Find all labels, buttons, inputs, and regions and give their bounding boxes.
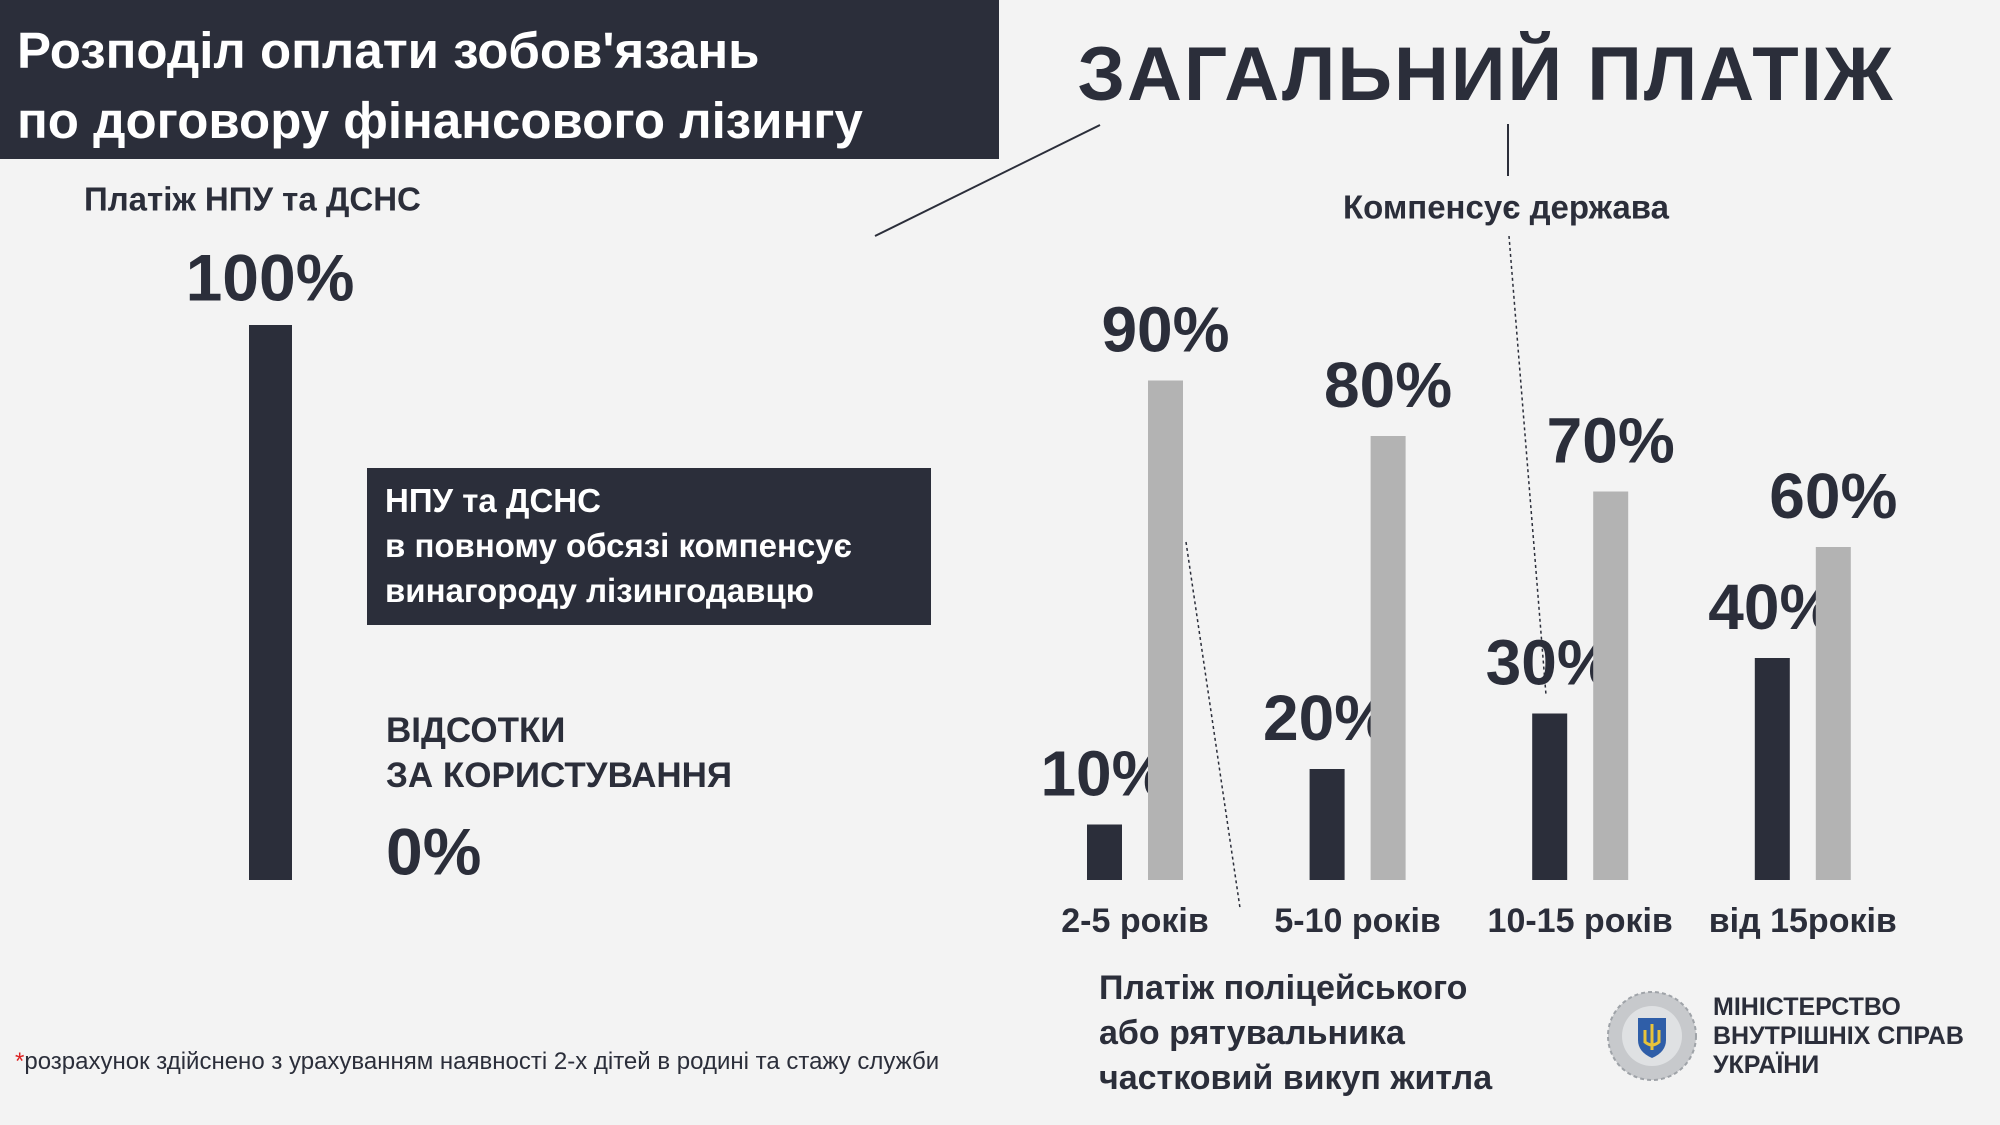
series-label: Платіж поліцейського або рятувальника ча… xyxy=(1099,969,1493,1097)
x-tick-label: 5-10 років xyxy=(1274,902,1440,940)
x-tick-label: 2-5 років xyxy=(1061,902,1209,940)
pointer-line xyxy=(1508,235,1547,696)
value-label: 100% xyxy=(186,240,355,314)
bar xyxy=(1309,769,1345,880)
footnote-mark: * xyxy=(15,1048,25,1075)
value-label: 10% xyxy=(1040,737,1168,809)
title: Розподіл оплати зобов'язань по договору … xyxy=(17,22,863,149)
category-label: Платіж НПУ та ДСНС xyxy=(84,181,421,218)
note-box xyxy=(367,468,931,625)
title-box xyxy=(0,0,999,159)
footnote: *розрахунок здійснено з урахуванням наяв… xyxy=(15,1048,939,1076)
bar xyxy=(1593,491,1629,880)
footnote-text: розрахунок здійснено з урахуванням наявн… xyxy=(24,1048,940,1075)
value-label: 70% xyxy=(1547,404,1675,476)
series-label: Компенсує держава xyxy=(1343,189,1670,226)
ministry-name: МІНІСТЕРСТВО ВНУТРІШНІХ СПРАВ УКРАЇНИ xyxy=(1713,993,1964,1079)
bar xyxy=(249,325,292,880)
bar xyxy=(1532,713,1568,880)
bar xyxy=(1370,436,1406,880)
pointer-line xyxy=(1185,541,1241,909)
bar xyxy=(1148,380,1183,880)
value-label: 0% xyxy=(386,814,481,888)
value-label: 80% xyxy=(1324,349,1452,421)
ministry-emblem xyxy=(1607,991,1697,1081)
value-label: 30% xyxy=(1486,626,1614,698)
bar xyxy=(1087,824,1122,880)
value-label: 40% xyxy=(1708,571,1836,643)
x-tick-label: 10-15 років xyxy=(1488,902,1673,940)
value-label: 90% xyxy=(1101,293,1229,365)
bar xyxy=(1754,658,1790,880)
x-tick-label: від 15років xyxy=(1709,902,1897,940)
value-label: 60% xyxy=(1769,460,1897,532)
category-label: ВІДСОТКИ ЗА КОРИСТУВАННЯ xyxy=(386,711,733,795)
connector xyxy=(874,124,1101,237)
note: НПУ та ДСНС в повному обсязі компенсує в… xyxy=(385,482,852,609)
heading: ЗАГАЛЬНИЙ ПЛАТІЖ xyxy=(1077,31,1894,117)
value-label: 20% xyxy=(1263,682,1391,754)
bar xyxy=(1815,547,1851,880)
